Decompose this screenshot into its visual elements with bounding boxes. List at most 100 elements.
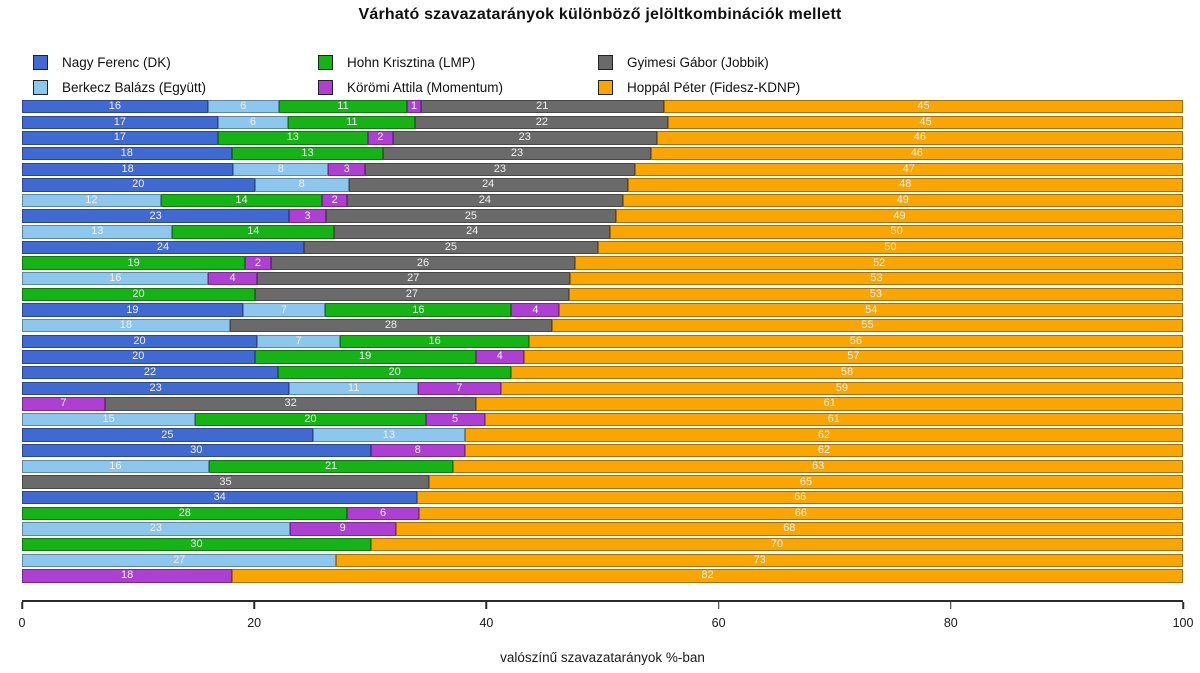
axis-tick [950,602,952,609]
bar-segment-egyutt: 27 [22,553,337,567]
bar-row: 16 4 27 53 [22,272,1184,286]
bar-segment-fidesz: 68 [395,522,1184,536]
bar-segment-dk: 16 [22,100,208,114]
bar-segment-dk: 25 [22,428,313,442]
bar-segment-dk: 30 [22,444,371,458]
axis-tick [253,602,255,609]
bar-segment-lmp: 20 [278,365,512,380]
bar-segment-fidesz: 57 [523,350,1183,364]
bar-row: 17 6 11 22 45 [22,115,1184,130]
bar-row: 7 32 61 [22,397,1183,411]
axis-tick-label: 0 [18,616,26,630]
legend-swatch-fidesz [598,80,613,95]
bar-segment-jobbik: 32 [104,397,477,411]
axis-tick [717,602,720,609]
bar-row: 16 21 63 [22,459,1183,474]
legend-swatch-egyutt [33,80,48,95]
bar-segment-jobbik: 35 [22,475,429,489]
legend-swatch-jobbik [598,55,613,70]
axis-tick-label: 80 [943,616,958,630]
bar-segment-momentum: 4 [511,303,560,317]
legend-item-jobbik: Gyimesi Gábor (Jobbik) [598,50,800,75]
axis-tick-label: 100 [1172,616,1194,630]
bar-row: 18 8 3 23 47 [22,162,1183,176]
bar-segment-lmp: 14 [160,193,323,208]
axis-tick [21,602,23,609]
bar-row: 25 13 62 [22,428,1183,442]
bar-row: 20 27 53 [22,287,1183,302]
chart-legend: Nagy Ferenc (DK) Berkecz Balázs (Együtt) H… [33,50,800,100]
bar-segment-dk: 20 [22,178,255,192]
bar-segment-momentum: 2 [367,131,393,145]
bar-segment-fidesz: 82 [232,569,1183,583]
bar-segment-fidesz: 65 [428,475,1183,489]
bar-segment-fidesz: 46 [656,131,1184,145]
bar-row: 22 20 58 [22,365,1183,380]
x-axis-label: valószínű szavazatarányok %-ban [500,650,705,665]
legend-item-egyutt: Berkecz Balázs (Együtt) [33,75,318,100]
bar-segment-lmp: 16 [325,303,512,317]
chart-title: Várható szavazatarányok különböző jelölt… [358,6,842,23]
bar-segment-fidesz: 49 [616,209,1183,223]
bar-row: 20 7 16 56 [22,334,1183,348]
legend-item-dk: Nagy Ferenc (DK) [33,50,318,75]
bar-segment-lmp: 20 [22,287,255,302]
bar-segment-momentum: 9 [289,522,396,536]
bar-segment-dk: 22 [22,365,279,380]
bar-segment-egyutt: 7 [256,334,341,348]
legend-label: Hoppál Péter (Fidesz-KDNP) [627,80,801,95]
bar-segment-jobbik: 24 [334,225,611,239]
bar-segment-lmp: 20 [195,412,426,427]
bar-segment-jobbik: 24 [348,178,628,192]
bar-segment-fidesz: 56 [528,334,1183,348]
bar-segment-dk: 20 [22,350,255,364]
bar-segment-fidesz: 53 [569,272,1184,286]
bar-segment-jobbik: 21 [420,100,664,114]
bar-segment-egyutt: 7 [242,303,326,317]
bar-segment-fidesz: 48 [627,178,1183,192]
bar-segment-jobbik: 27 [256,272,570,286]
legend-label: Körömi Attila (Momentum) [347,80,504,95]
bar-segment-jobbik: 24 [347,193,623,208]
bar-segment-momentum: 7 [418,381,501,395]
bar-segment-fidesz: 58 [511,365,1183,380]
bar-segment-lmp: 11 [278,100,408,114]
bar-segment-lmp: 16 [340,334,529,348]
bar-segment-dk: 20 [22,334,257,348]
bar-segment-lmp: 13 [217,131,368,145]
bar-segment-momentum: 4 [208,272,257,286]
bar-segment-dk: 17 [22,115,218,130]
bar-segment-momentum: 18 [22,569,233,583]
axis-tick [485,602,488,609]
bar-segment-dk: 17 [22,131,218,145]
bar-segment-dk: 19 [22,303,243,317]
bar-segment-egyutt: 6 [207,100,279,114]
bar-segment-egyutt: 8 [254,178,349,192]
bar-segment-lmp: 11 [288,115,416,130]
bar-segment-jobbik: 23 [383,146,651,161]
bar-row: 18 13 23 46 [22,146,1183,161]
bar-segment-fidesz: 50 [610,225,1184,239]
bar-segment-dk: 24 [22,240,304,255]
bar-segment-egyutt: 13 [22,225,173,239]
axis-tick-label: 60 [711,616,726,630]
bar-row: 30 70 [22,537,1183,552]
bar-segment-fidesz: 63 [453,459,1183,474]
bar-segment-dk: 23 [22,381,290,395]
bar-segment-fidesz: 45 [663,100,1183,114]
bar-segment-egyutt: 16 [22,272,209,286]
bar-segment-fidesz: 66 [418,506,1183,521]
bar-segment-momentum: 8 [370,444,465,458]
bar-row: 27 73 [22,553,1183,567]
bar-segment-fidesz: 55 [552,318,1183,333]
axis-tick-label: 40 [479,616,494,630]
bar-row: 23 3 25 49 [22,209,1183,223]
bar-segment-momentum: 4 [475,350,524,364]
bar-row: 12 14 2 24 49 [22,193,1183,208]
bar-segment-fidesz: 62 [464,444,1183,458]
axis-tick-label: 20 [247,616,262,630]
legend-item-momentum: Körömi Attila (Momentum) [318,75,598,100]
stacked-bar-plot: 16 6 11 1 21 45 17 6 11 22 45 17 13 2 23 46 18 13 23 46 18 8 3… [22,100,1184,583]
bar-segment-fidesz: 45 [668,115,1184,130]
bar-segment-momentum: 3 [289,209,326,223]
